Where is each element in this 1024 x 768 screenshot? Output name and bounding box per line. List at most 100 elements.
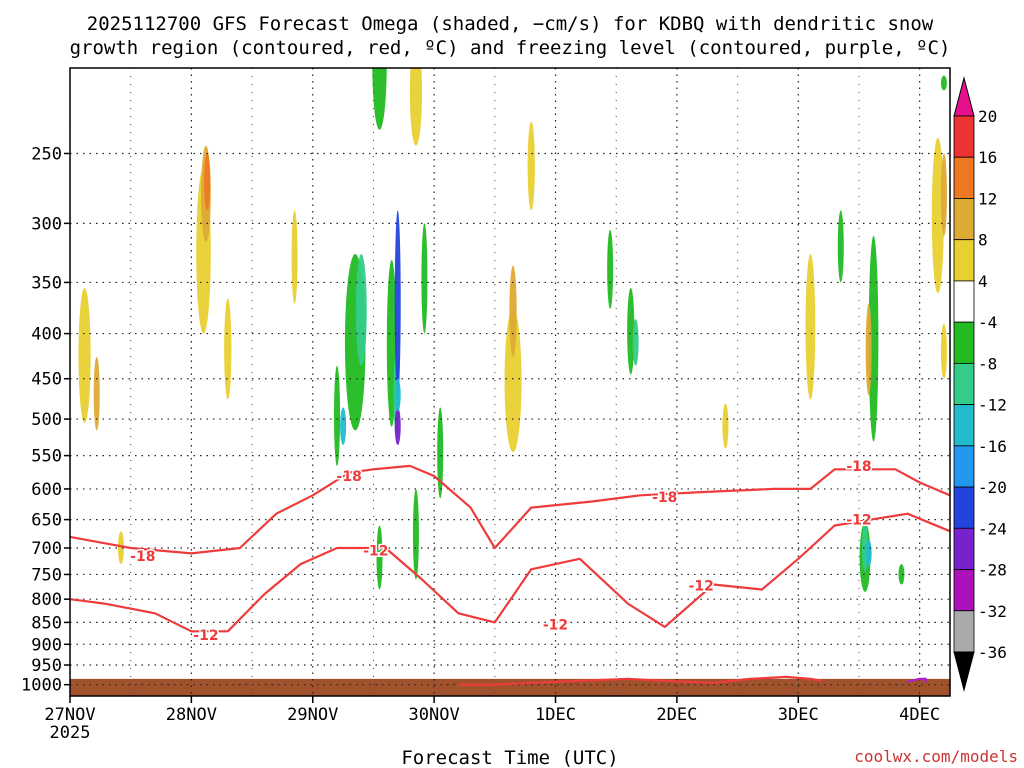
omega-area bbox=[355, 254, 367, 366]
dgz-contour-label: -18 bbox=[846, 459, 871, 475]
colorbar-label: -36 bbox=[978, 643, 1007, 662]
colorbar-top-triangle bbox=[953, 76, 975, 117]
dgz-contour-label: -12 bbox=[543, 618, 568, 634]
colorbar-label: 20 bbox=[978, 107, 997, 126]
colorbar-label: -12 bbox=[978, 396, 1007, 415]
omega-area bbox=[93, 356, 100, 431]
freezing-level-line bbox=[907, 677, 927, 683]
colorbar-label: 12 bbox=[978, 189, 997, 208]
colorbar-swatch bbox=[953, 486, 975, 529]
omega-area bbox=[394, 210, 401, 396]
x-axis: 27NOV 28NOV 29NOV 30NOV 1DEC 2DEC 3DEC 4DEC bbox=[44, 696, 940, 725]
terrain-fill bbox=[70, 678, 950, 696]
omega-area bbox=[805, 254, 816, 400]
omega-shading bbox=[78, 68, 947, 592]
omega-area bbox=[632, 318, 639, 366]
colorbar-swatch bbox=[953, 569, 975, 612]
omega-area bbox=[865, 303, 872, 396]
y-tick-label: 350 bbox=[31, 273, 62, 293]
omega-area bbox=[334, 365, 341, 466]
colorbar-swatch bbox=[953, 362, 975, 406]
omega-area bbox=[291, 210, 298, 304]
omega-area bbox=[504, 308, 522, 453]
dgz-contour--12 bbox=[70, 512, 950, 633]
colorbar-label: -20 bbox=[978, 478, 1007, 497]
omega-area bbox=[837, 210, 844, 283]
colorbar-swatch bbox=[953, 280, 975, 323]
omega-area bbox=[409, 68, 422, 146]
y-tick-label: 800 bbox=[31, 590, 62, 610]
colorbar-label: -4 bbox=[978, 313, 997, 332]
omega-area bbox=[78, 287, 91, 423]
y-axis: 2503003504004505005506006507007508008509… bbox=[21, 144, 70, 696]
y-tick-label: 400 bbox=[31, 325, 62, 345]
y-tick-label: 650 bbox=[31, 511, 62, 531]
dgz-contour-labels: -18 -18 -18 -18 -12 -12 -12 -12 -12 bbox=[129, 457, 873, 645]
grid-lines bbox=[70, 68, 950, 696]
plot-frame bbox=[69, 67, 951, 697]
colorbar-swatch bbox=[953, 445, 975, 488]
omega-area bbox=[117, 531, 124, 565]
colorbar-swatch bbox=[953, 115, 975, 158]
x-axis-year: 2025 bbox=[50, 723, 91, 743]
dgz-contour-label: -18 bbox=[337, 469, 362, 485]
x-tick-label: 1DEC bbox=[535, 705, 576, 725]
omega-area bbox=[394, 378, 401, 412]
omega-area bbox=[421, 223, 428, 334]
terrain-ground bbox=[70, 678, 950, 696]
colorbar-swatch bbox=[953, 156, 975, 199]
omega-area bbox=[931, 137, 944, 294]
x-tick-label: 29NOV bbox=[287, 705, 338, 725]
y-tick-label: 250 bbox=[31, 144, 62, 164]
freezing-level-contours bbox=[458, 675, 927, 686]
dgz-contour-label: -12 bbox=[846, 513, 871, 529]
omega-area bbox=[437, 407, 444, 499]
omega-area bbox=[898, 564, 905, 585]
y-tick-label: 950 bbox=[31, 656, 62, 676]
omega-area bbox=[204, 153, 211, 211]
dgz-contour-label: -18 bbox=[130, 549, 155, 565]
dgz-contours bbox=[70, 464, 950, 633]
dgz-contour-label: -18 bbox=[652, 490, 677, 506]
credit-text: coolwx.com/models bbox=[854, 747, 1018, 766]
colorbar-swatch bbox=[953, 321, 975, 364]
omega-area bbox=[412, 488, 419, 580]
omega-area bbox=[940, 75, 947, 91]
omega-area bbox=[865, 539, 872, 567]
omega-area bbox=[722, 403, 729, 449]
omega-area bbox=[376, 525, 383, 590]
colorbar-label: -28 bbox=[978, 561, 1007, 580]
colorbar-label: -16 bbox=[978, 437, 1007, 456]
y-tick-label: 450 bbox=[31, 370, 62, 390]
colorbar-label: -32 bbox=[978, 602, 1007, 621]
x-tick-label: 28NOV bbox=[166, 705, 217, 725]
freezing-level-line bbox=[458, 675, 823, 686]
colorbar-swatch bbox=[953, 198, 975, 241]
y-tick-label: 700 bbox=[31, 539, 62, 559]
colorbar-label: -8 bbox=[978, 354, 997, 373]
colorbar-swatch bbox=[953, 610, 975, 653]
x-tick-label: 30NOV bbox=[409, 705, 460, 725]
dgz-contour-label: -12 bbox=[689, 579, 714, 595]
y-tick-label: 1000 bbox=[21, 676, 62, 696]
colorbar-label: 16 bbox=[978, 148, 997, 167]
omega-area bbox=[509, 265, 517, 357]
x-tick-label: 27NOV bbox=[44, 705, 95, 725]
y-tick-label: 500 bbox=[31, 410, 62, 430]
colorbar-swatch bbox=[953, 404, 975, 447]
colorbar-swatch bbox=[953, 527, 975, 570]
y-tick-label: 600 bbox=[31, 480, 62, 500]
y-tick-label: 550 bbox=[31, 447, 62, 467]
omega-area bbox=[607, 229, 614, 309]
chart-title-line1: 2025112700 GFS Forecast Omega (shaded, −… bbox=[87, 13, 934, 35]
x-tick-label: 4DEC bbox=[899, 705, 940, 725]
omega-area bbox=[627, 287, 635, 375]
chart-title-line2: growth region (contoured, red, ºC) and f… bbox=[70, 37, 951, 59]
x-tick-label: 3DEC bbox=[778, 705, 819, 725]
dgz-contour-label: -12 bbox=[363, 544, 388, 560]
colorbar-swatch bbox=[953, 239, 975, 282]
omega-area bbox=[372, 68, 387, 130]
x-axis-label: Forecast Time (UTC) bbox=[401, 747, 618, 768]
omega-area bbox=[527, 121, 535, 211]
x-tick-label: 2DEC bbox=[656, 705, 697, 725]
